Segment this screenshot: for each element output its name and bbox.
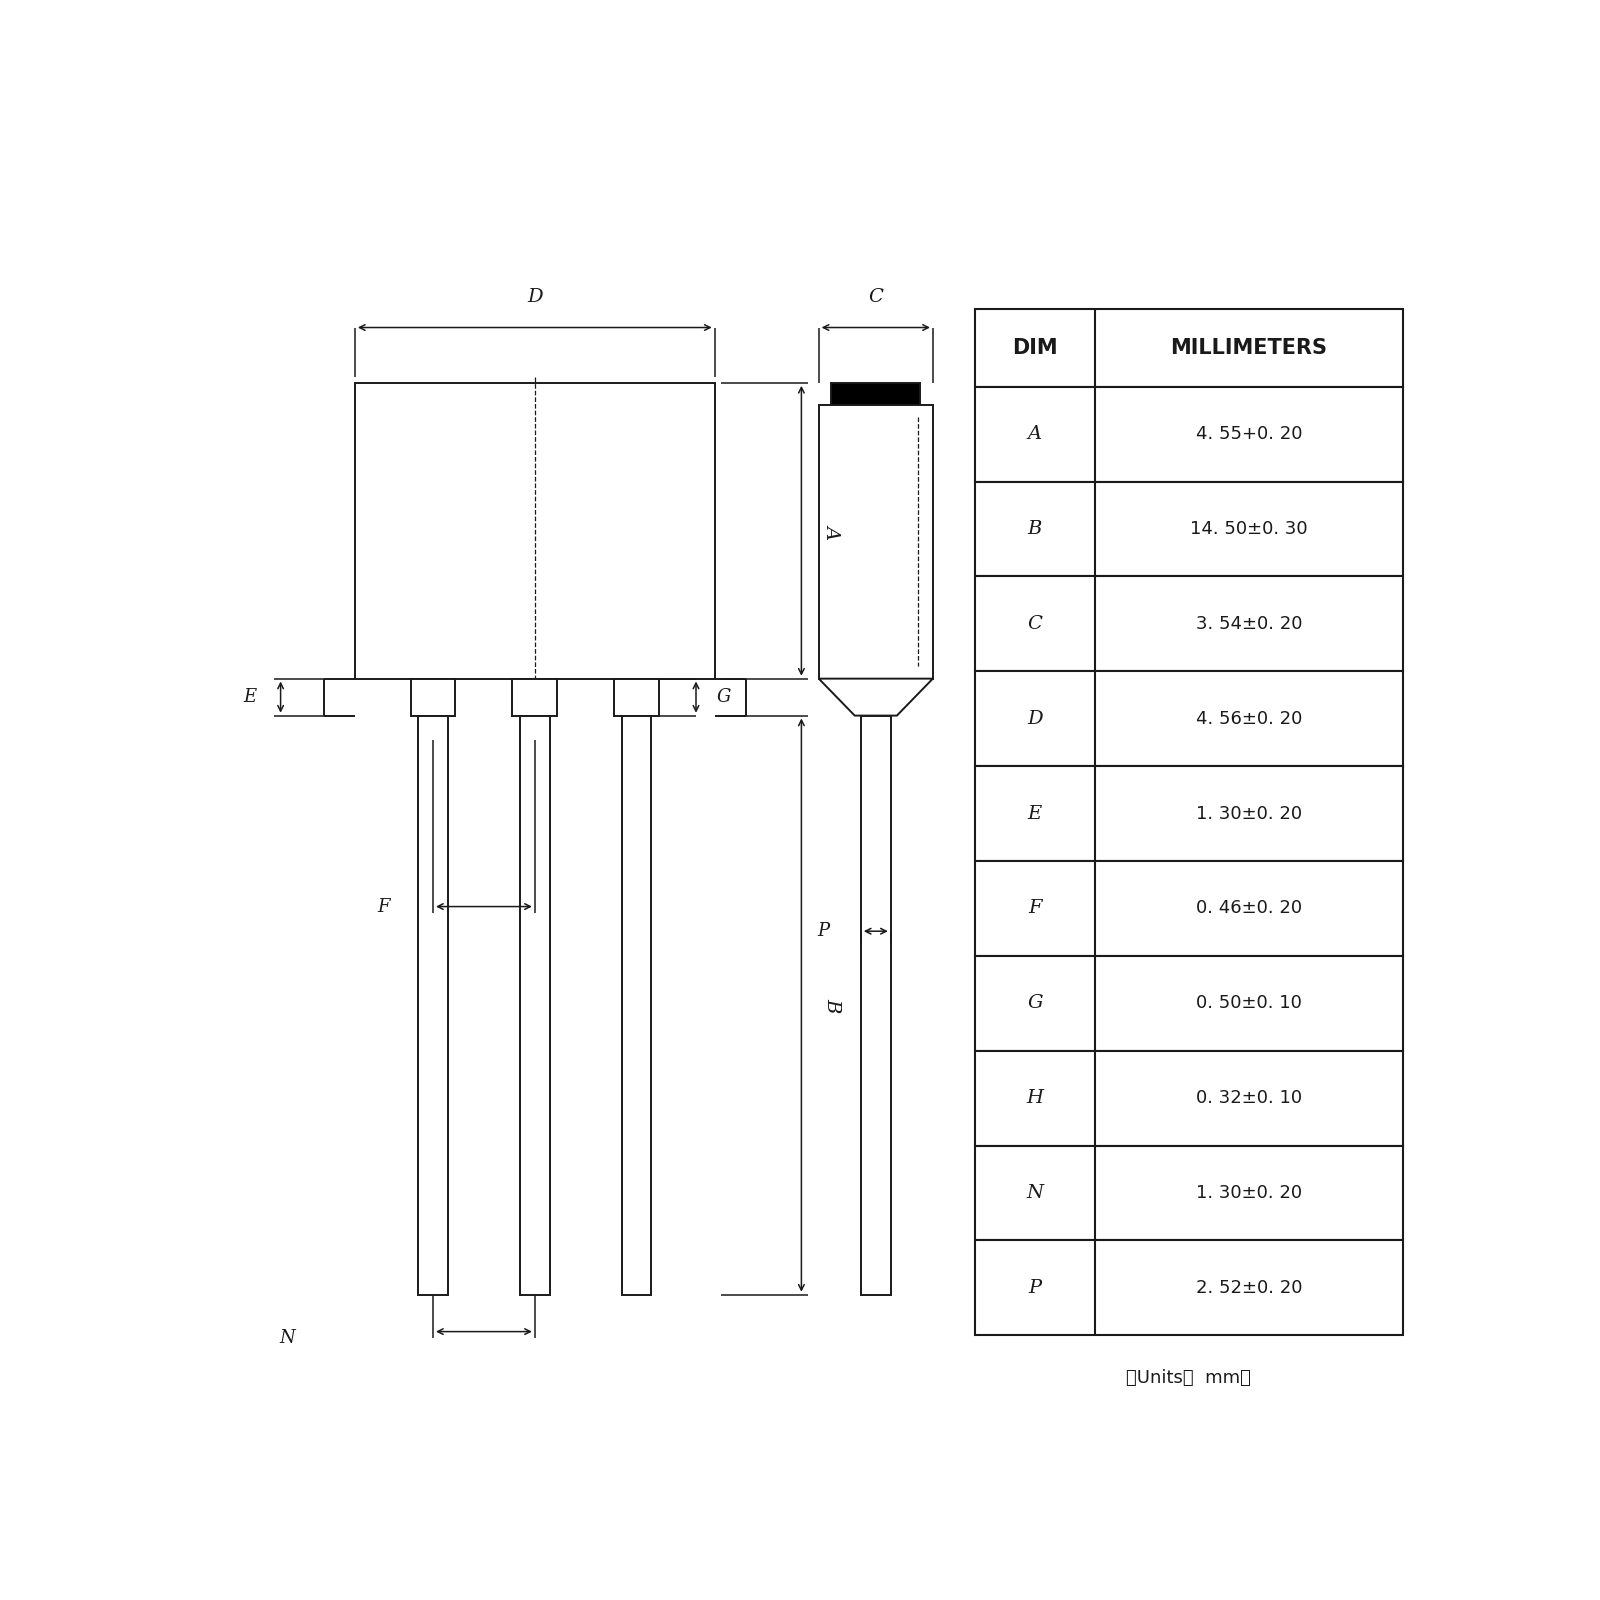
Bar	[974, 861, 1403, 955]
Bar	[614, 678, 659, 715]
Text: C: C	[1027, 614, 1042, 634]
Bar	[621, 715, 651, 1294]
Text: F: F	[1029, 899, 1042, 917]
Bar	[974, 387, 1403, 482]
Text: D: D	[1027, 710, 1043, 728]
Text: P: P	[818, 922, 830, 941]
Text: N: N	[1026, 1184, 1043, 1202]
Polygon shape	[819, 678, 933, 715]
Bar	[411, 678, 456, 715]
Bar	[974, 576, 1403, 672]
Text: 14. 50±0. 30: 14. 50±0. 30	[1190, 520, 1307, 538]
Text: P: P	[1029, 1278, 1042, 1298]
Bar	[974, 955, 1403, 1051]
Text: D: D	[526, 288, 542, 306]
Bar	[418, 715, 448, 1294]
Bar	[974, 482, 1403, 576]
Bar	[974, 1051, 1403, 1146]
Text: 2. 52±0. 20: 2. 52±0. 20	[1195, 1278, 1302, 1298]
Text: B: B	[824, 998, 842, 1013]
Text: 1. 30±0. 20: 1. 30±0. 20	[1195, 805, 1302, 822]
Text: C: C	[869, 288, 883, 306]
Text: 0. 32±0. 10: 0. 32±0. 10	[1195, 1090, 1302, 1107]
Bar	[355, 382, 715, 678]
Text: 4. 56±0. 20: 4. 56±0. 20	[1195, 710, 1302, 728]
Bar	[974, 309, 1403, 387]
Bar	[974, 1146, 1403, 1240]
Bar	[520, 715, 550, 1294]
Text: （Units：  mm）: （Units： mm）	[1126, 1370, 1251, 1387]
Text: F: F	[378, 898, 390, 915]
Text: 1. 30±0. 20: 1. 30±0. 20	[1195, 1184, 1302, 1202]
Text: G: G	[1027, 994, 1043, 1013]
Bar	[974, 672, 1403, 766]
Bar	[830, 382, 920, 405]
Text: A: A	[824, 523, 842, 538]
Text: 4. 55+0. 20: 4. 55+0. 20	[1195, 426, 1302, 443]
Text: E: E	[1027, 805, 1042, 822]
Text: E: E	[243, 688, 256, 706]
Bar	[974, 1240, 1403, 1336]
Text: B: B	[1027, 520, 1042, 538]
Bar	[974, 766, 1403, 861]
Text: N: N	[278, 1328, 294, 1347]
Text: H: H	[1026, 1090, 1043, 1107]
Text: MILLIMETERS: MILLIMETERS	[1170, 338, 1328, 358]
Text: 0. 50±0. 10: 0. 50±0. 10	[1195, 994, 1302, 1013]
Text: 0. 46±0. 20: 0. 46±0. 20	[1195, 899, 1302, 917]
Text: G: G	[717, 688, 731, 706]
Bar	[512, 678, 557, 715]
Text: 3. 54±0. 20: 3. 54±0. 20	[1195, 614, 1302, 634]
Bar	[861, 715, 891, 1294]
Bar	[819, 405, 933, 678]
Text: DIM: DIM	[1013, 338, 1058, 358]
Text: A: A	[1027, 426, 1042, 443]
